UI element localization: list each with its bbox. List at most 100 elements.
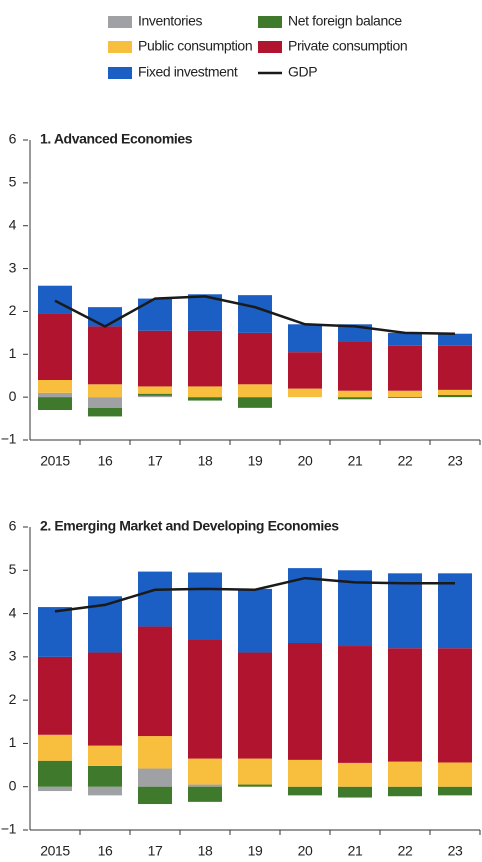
y-tick-label: 1	[9, 734, 17, 750]
bar-segment	[38, 607, 72, 657]
bar-segment	[38, 760, 72, 787]
bar-segment	[238, 295, 272, 333]
bar-segment	[238, 784, 272, 787]
bar-segment	[88, 652, 122, 746]
x-tick-label: 20	[298, 843, 313, 859]
bar-segment	[88, 326, 122, 385]
bar-segment	[88, 397, 122, 408]
bar-segment	[188, 639, 222, 759]
x-tick-label: 17	[148, 453, 163, 469]
chart-title: 2. Emerging Market and Developing Econom…	[40, 518, 339, 534]
y-tick-label: 3	[9, 648, 17, 664]
bar-segment	[238, 332, 272, 385]
bar-segment	[38, 734, 72, 761]
bar-segment	[38, 285, 72, 314]
bar-segment	[238, 397, 272, 408]
x-tick-label: 18	[198, 453, 213, 469]
bar-segment	[138, 736, 172, 769]
x-tick-label: 2015	[40, 453, 70, 469]
bar-segment	[288, 786, 322, 796]
x-tick-label: 22	[398, 453, 413, 469]
bar-segment	[238, 384, 272, 398]
bar-segment	[388, 573, 422, 649]
chart-title: 1. Advanced Economies	[40, 131, 193, 147]
x-tick-label: 16	[98, 843, 113, 859]
x-tick-label: 17	[148, 843, 163, 859]
y-tick-label: 2	[9, 691, 17, 707]
bar-segment	[138, 298, 172, 331]
bar-segment	[438, 573, 472, 649]
bar-segment	[88, 786, 122, 796]
bar-segment	[188, 572, 222, 640]
x-tick-label: 23	[448, 843, 463, 859]
x-tick-label: 20	[298, 453, 313, 469]
bar-segment	[388, 761, 422, 787]
bar-segment	[188, 784, 222, 787]
bar-segment	[338, 341, 372, 391]
bar-segment	[438, 333, 472, 346]
y-tick-label: 3	[9, 259, 17, 275]
bar-segment	[238, 652, 272, 759]
bar-segment	[388, 345, 422, 391]
x-tick-label: 21	[348, 843, 363, 859]
bar-segment	[188, 294, 222, 331]
bar-segment	[388, 397, 422, 398]
bar-segment	[338, 786, 372, 798]
y-tick-label: 4	[9, 216, 17, 232]
legend-swatch	[258, 41, 282, 53]
y-tick-label: −1	[1, 431, 17, 447]
legend-swatch	[258, 16, 282, 28]
y-tick-label: 5	[9, 174, 17, 190]
bar-segment	[438, 762, 472, 787]
bar-segment	[238, 588, 272, 653]
bar-segment	[138, 571, 172, 627]
y-tick-label: −1	[1, 821, 17, 837]
bar-segment	[88, 307, 122, 327]
y-tick-label: 0	[9, 388, 17, 404]
x-tick-label: 19	[248, 843, 263, 859]
bar-segment	[138, 786, 172, 805]
bar-segment	[38, 786, 72, 792]
bar-segment	[438, 389, 472, 395]
gdp-line	[54, 295, 456, 335]
x-tick-label: 18	[198, 843, 213, 859]
bar-segment	[288, 643, 322, 760]
bar-segment	[388, 390, 422, 398]
legend-swatch	[108, 41, 132, 53]
bar-segment	[388, 786, 422, 797]
bar-segment	[438, 395, 472, 398]
bar-segment	[288, 388, 322, 398]
legend-label: Fixed investment	[138, 64, 238, 80]
y-tick-label: 1	[9, 345, 17, 361]
legend-swatch	[108, 67, 132, 79]
bar-segment	[288, 352, 322, 389]
legend-label: Private consumption	[288, 38, 407, 54]
y-tick-label: 0	[9, 777, 17, 793]
bar-segment	[38, 392, 72, 398]
bar-segment	[338, 397, 372, 400]
bar-segment	[388, 332, 422, 346]
bar-segment	[288, 324, 322, 353]
bar-segment	[188, 386, 222, 398]
legend-swatch	[108, 16, 132, 28]
legend-label: Public consumption	[138, 38, 252, 54]
gdp-line	[54, 576, 455, 613]
bar-segment	[88, 384, 122, 398]
y-tick-label: 5	[9, 561, 17, 577]
bar-segment	[188, 397, 222, 401]
bar-segment	[138, 626, 172, 737]
bar-segment	[388, 648, 422, 762]
y-tick-label: 2	[9, 302, 17, 318]
y-tick-label: 6	[9, 518, 17, 534]
bar-segment	[88, 745, 122, 766]
x-tick-label: 2015	[40, 843, 70, 859]
x-tick-label: 23	[448, 453, 463, 469]
x-tick-label: 19	[248, 453, 263, 469]
bar-segment	[338, 390, 372, 398]
bar-segment	[438, 345, 472, 390]
legend-label: GDP	[288, 64, 317, 80]
bar-segment	[88, 765, 122, 787]
bar-segment	[38, 397, 72, 410]
